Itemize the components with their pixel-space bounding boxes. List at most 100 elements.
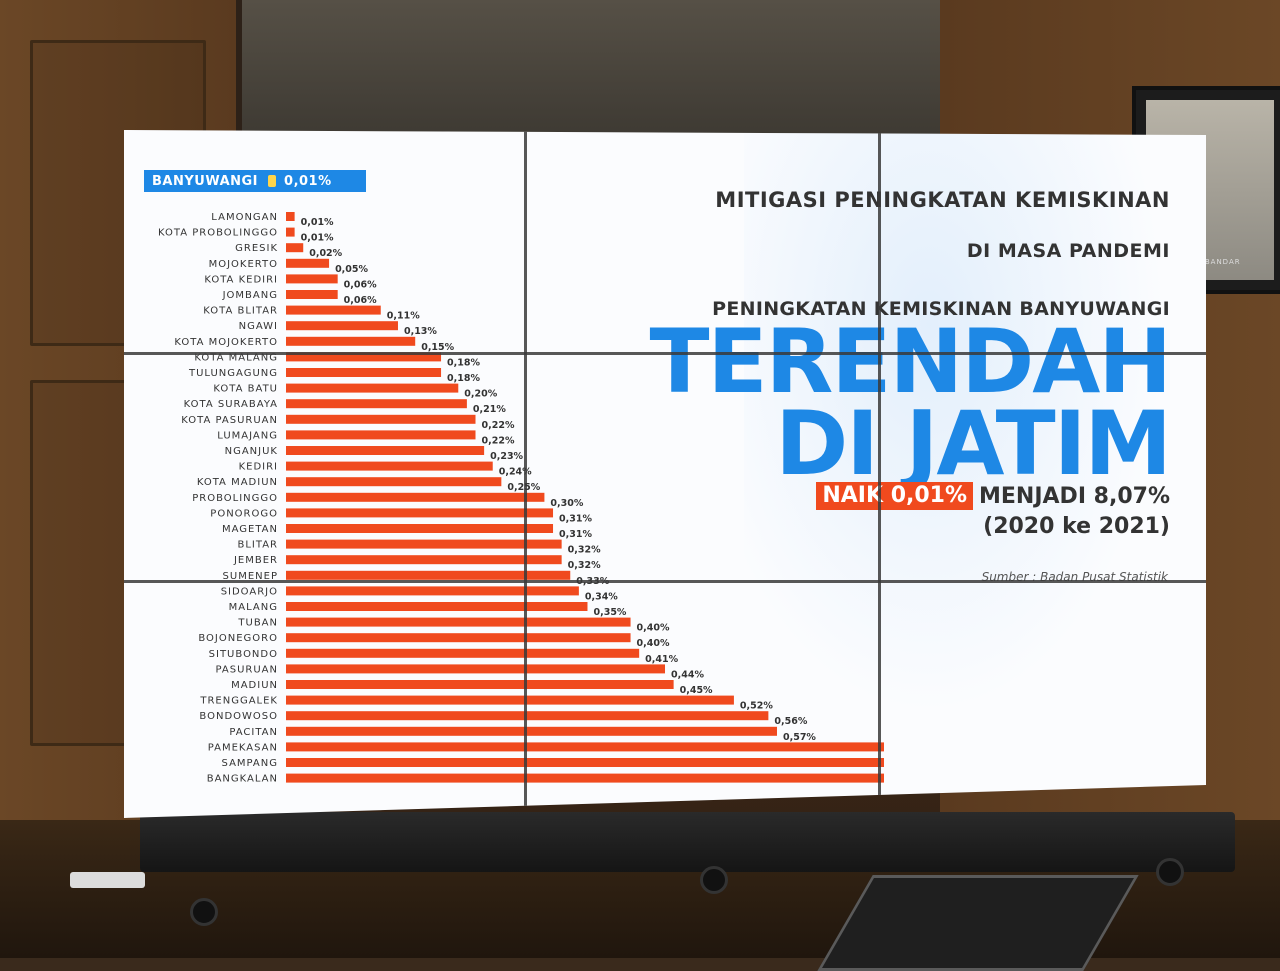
increase-result: MENJADI 8,07% [979, 483, 1170, 509]
portrait-caption: KOTA BANDAR [1179, 258, 1241, 266]
badge-label: BANYUWANGI [152, 173, 259, 189]
category-label: LUMAJANG [217, 430, 278, 441]
data-label: 0,32% [568, 545, 601, 556]
headline-line2: DI MASA PANDEMI [966, 240, 1170, 262]
bar [286, 492, 545, 502]
category-label: SIDOARJO [221, 586, 278, 597]
data-label: 0,21% [473, 404, 506, 415]
data-label: 0,23% [490, 451, 523, 462]
bar [286, 524, 554, 533]
category-label: KOTA MALANG [194, 352, 278, 363]
category-label: PROBOLINGGO [192, 493, 278, 504]
category-label: JEMBER [233, 555, 278, 566]
bar [286, 555, 562, 565]
category-label: PONOROGO [210, 508, 278, 519]
data-label: 0,05% [335, 264, 368, 275]
screen-seam-vertical [524, 130, 527, 818]
data-label: 0,44% [671, 669, 704, 680]
screen-glow [744, 130, 1206, 780]
data-label: 0,15% [421, 342, 454, 353]
category-label: JOMBANG [222, 290, 278, 301]
category-label: KOTA BATU [213, 384, 278, 395]
data-label: 0,34% [585, 591, 618, 602]
data-label: 0,30% [550, 498, 583, 509]
bar [286, 461, 493, 471]
category-label: MAGETAN [222, 524, 278, 535]
data-label: 0,20% [464, 389, 497, 400]
increase-badge: NAIK 0,01% [816, 482, 974, 510]
category-label: NGAWI [239, 321, 278, 332]
data-label: 0,01% [301, 233, 334, 244]
category-label: LAMONGAN [211, 212, 278, 223]
bar [286, 430, 476, 440]
screen-seam-horizontal [124, 352, 1206, 355]
bar [286, 305, 381, 315]
bar [286, 648, 640, 658]
category-label: PAMEKASAN [208, 742, 278, 753]
laptop [817, 875, 1139, 971]
data-label: 0,56% [774, 716, 807, 727]
data-label: 0,41% [645, 654, 678, 665]
data-label: 0,02% [309, 248, 342, 259]
category-label: SAMPANG [222, 758, 278, 769]
category-label: KEDIRI [239, 462, 278, 473]
bar [286, 742, 884, 752]
bar [286, 383, 459, 393]
category-label: SITUBONDO [209, 649, 278, 660]
category-label: TRENGGALEK [199, 696, 278, 707]
bar [286, 258, 330, 268]
data-label: 0,24% [499, 467, 532, 478]
data-label: 0,13% [404, 326, 437, 337]
bar [286, 602, 588, 611]
category-label: BOJONEGORO [198, 633, 278, 644]
badge-marker-icon [268, 175, 277, 187]
bar [286, 758, 884, 767]
bar [286, 508, 554, 518]
bar [286, 368, 442, 377]
data-label: 0,32% [568, 560, 601, 571]
bar [286, 539, 562, 549]
bar [286, 446, 485, 455]
headline-line3: PENINGKATAN KEMISKINAN BANYUWANGI [712, 298, 1170, 320]
bar [286, 477, 502, 487]
data-label: 0,22% [482, 420, 515, 431]
stand-wheel-icon [1156, 858, 1184, 886]
data-label: 0,18% [447, 357, 480, 368]
data-label: 0,06% [344, 295, 377, 306]
bar [286, 399, 467, 409]
data-label: 0,18% [447, 373, 480, 384]
category-label: BONDOWOSO [199, 711, 278, 722]
data-label: 0,40% [637, 638, 670, 649]
data-label: 0,06% [344, 279, 377, 290]
category-label: TUBAN [237, 618, 278, 629]
bar [286, 227, 295, 237]
bar [286, 570, 571, 580]
bar [286, 586, 579, 596]
category-label: BANGKALAN [207, 774, 278, 785]
category-label: KOTA PASURUAN [181, 415, 278, 426]
data-label: 0,52% [740, 701, 773, 712]
video-wall-screen: BANYUWANGI 0,01% LAMONGAN 0,01% KOTA PROBO… [124, 130, 1206, 818]
category-label: KOTA MADIUN [197, 477, 278, 488]
category-label: GRESIK [235, 243, 278, 254]
category-label: TULUNGAGUNG [188, 368, 278, 379]
headline-di-jatim: DI JATIM [775, 392, 1172, 495]
category-label: KOTA KEDIRI [204, 274, 278, 285]
bar [286, 414, 476, 424]
data-label: 0,11% [387, 311, 420, 322]
wall-panel-top [236, 0, 958, 135]
category-label: MOJOKERTO [209, 259, 278, 270]
bar [286, 680, 674, 689]
bar [286, 336, 416, 346]
screen-stand [140, 812, 1235, 872]
headline-line1: MITIGASI PENINGKATAN KEMISKINAN [715, 188, 1170, 212]
data-label: 0,35% [593, 607, 626, 618]
category-label: PACITAN [229, 727, 278, 738]
bar [286, 773, 884, 783]
data-label: 0,31% [559, 529, 592, 540]
category-label: PASURUAN [216, 664, 279, 675]
bar [286, 321, 398, 331]
stand-wheel-icon [190, 898, 218, 926]
bar [286, 617, 631, 627]
bar [286, 711, 769, 721]
